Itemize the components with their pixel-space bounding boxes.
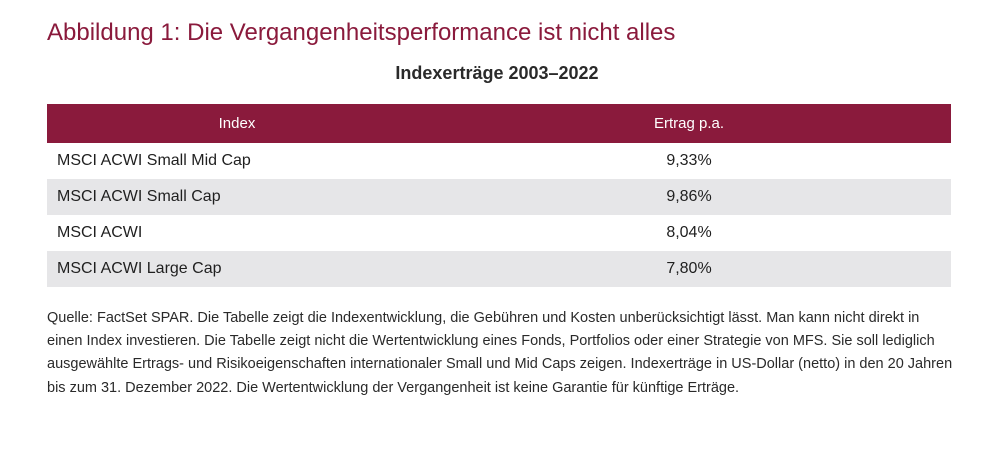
table-row: MSCI ACWI Large Cap 7,80% xyxy=(47,251,951,287)
source-note: Quelle: FactSet SPAR. Die Tabelle zeigt … xyxy=(47,310,953,396)
index-name-cell: MSCI ACWI Small Mid Cap xyxy=(47,143,427,179)
figure-title: Abbildung 1: Die Vergangenheitsperforman… xyxy=(47,19,676,46)
column-header-return: Ertrag p.a. xyxy=(427,104,951,143)
table-header-row: Index Ertrag p.a. xyxy=(47,104,951,143)
index-name-cell: MSCI ACWI xyxy=(47,215,427,251)
table-row: MSCI ACWI Small Mid Cap 9,33% xyxy=(47,143,951,179)
return-value-cell: 7,80% xyxy=(427,251,951,287)
return-value-cell: 9,86% xyxy=(427,179,951,215)
table-row: MSCI ACWI 8,04% xyxy=(47,215,951,251)
table-title: Indexerträge 2003–2022 xyxy=(395,63,599,83)
return-value-cell: 8,04% xyxy=(427,215,951,251)
index-name-cell: MSCI ACWI Large Cap xyxy=(47,251,427,287)
return-value-cell: 9,33% xyxy=(427,143,951,179)
table-row: MSCI ACWI Small Cap 9,86% xyxy=(47,179,951,215)
index-returns-table: Index Ertrag p.a. MSCI ACWI Small Mid Ca… xyxy=(47,104,951,287)
index-name-cell: MSCI ACWI Small Cap xyxy=(47,179,427,215)
column-header-index: Index xyxy=(47,104,427,143)
